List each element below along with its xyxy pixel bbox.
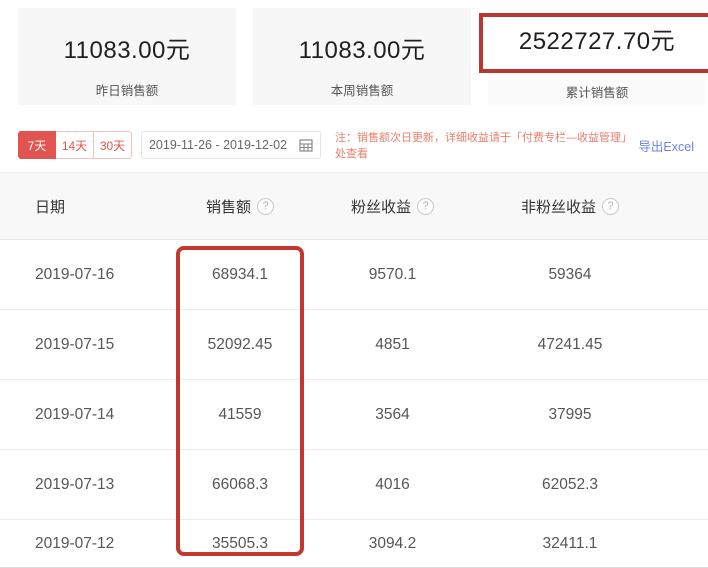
filter-toolbar: 7天 14天 30天 2019-11-26 - 2019-12-02 注：销售额… (18, 130, 694, 160)
range-30d-button[interactable]: 30天 (94, 131, 132, 159)
table-row: 2019-07-14 41559 3564 37995 (0, 380, 708, 450)
date-cell: 2019-07-12 (35, 534, 115, 552)
column-header-sales: 销售额 ? (175, 196, 305, 217)
non-fan-income-cell: 47241.45 (537, 335, 603, 353)
column-header-non-fan-income-label: 非粉丝收益 (520, 198, 596, 216)
update-note: 注：销售额次日更新，详细收益请于「付费专栏—收益管理」处查看 (335, 132, 632, 160)
table-row: 2019-07-13 66068.3 4016 62052.3 (0, 450, 708, 520)
yesterday-sales-label: 昨日销售额 (95, 84, 159, 98)
sales-help-icon[interactable]: ? (257, 197, 274, 215)
fan-income-cell: 3094.2 (368, 534, 417, 552)
card-yesterday-sales: 11083.00元 昨日销售额 (18, 8, 236, 105)
non-fan-income-cell: 59364 (548, 265, 592, 283)
total-sales-value: 2522727.70元 (518, 28, 676, 55)
card-week-sales: 11083.00元 本周销售额 (253, 8, 471, 105)
column-header-date-label: 日期 (35, 198, 66, 216)
date-cell: 2019-07-13 (35, 475, 115, 493)
column-header-date: 日期 (0, 196, 175, 217)
summary-cards: 11083.00元 昨日销售额 11083.00元 本周销售额 2522727.… (0, 0, 708, 105)
table-row: 2019-07-15 52092.45 4851 47241.45 (0, 310, 708, 380)
fan-income-cell: 3564 (375, 405, 410, 423)
date-cell: 2019-07-14 (35, 405, 115, 423)
week-sales-value: 11083.00元 (298, 37, 426, 64)
sales-cell: 52092.45 (207, 335, 273, 353)
sales-cell: 35505.3 (211, 534, 269, 552)
export-excel-link[interactable]: 导出Excel (638, 139, 694, 154)
sales-cell: 66068.3 (211, 475, 269, 493)
fan-income-help-icon[interactable]: ? (417, 197, 434, 215)
total-sales-label: 累计销售额 (565, 86, 629, 100)
column-header-fan-income: 粉丝收益 ? (305, 196, 480, 217)
fan-income-cell: 4016 (375, 475, 410, 493)
range-7d-button[interactable]: 7天 (18, 131, 56, 159)
non-fan-income-cell: 62052.3 (541, 475, 599, 493)
yesterday-sales-value: 11083.00元 (63, 37, 191, 64)
date-cell: 2019-07-15 (35, 335, 115, 353)
range-button-group: 7天 14天 30天 (18, 131, 132, 159)
table-header-row: 日期 销售额 ? 粉丝收益 ? 非粉丝收益 ? (0, 172, 708, 240)
date-range-input[interactable]: 2019-11-26 - 2019-12-02 (141, 131, 321, 159)
total-sales-highlight-box: 2522727.70元 (479, 13, 708, 73)
table-row: 2019-07-16 68934.1 9570.1 59364 (0, 240, 708, 310)
column-header-fan-income-label: 粉丝收益 (350, 198, 411, 216)
fan-income-cell: 4851 (375, 335, 410, 353)
non-fan-income-cell: 32411.1 (542, 534, 598, 552)
card-total-sales: 2522727.70元 累计销售额 (479, 8, 708, 105)
fan-income-cell: 9570.1 (368, 265, 417, 283)
week-sales-label: 本周销售额 (330, 84, 394, 98)
non-fan-income-cell: 37995 (548, 405, 592, 423)
date-cell: 2019-07-16 (35, 265, 115, 283)
range-14d-button[interactable]: 14天 (56, 131, 94, 159)
column-header-sales-label: 销售额 (205, 198, 251, 216)
sales-cell: 41559 (218, 405, 262, 423)
table-row: 2019-07-12 35505.3 3094.2 32411.1 (0, 520, 708, 568)
calendar-icon (299, 139, 313, 152)
date-range-value: 2019-11-26 - 2019-12-02 (148, 138, 288, 152)
column-header-non-fan-income: 非粉丝收益 ? (480, 196, 660, 217)
non-fan-income-help-icon[interactable]: ? (602, 197, 619, 215)
sales-cell: 68934.1 (211, 265, 269, 283)
sales-table: 日期 销售额 ? 粉丝收益 ? 非粉丝收益 ? 2019-07-16 68934… (0, 172, 708, 568)
